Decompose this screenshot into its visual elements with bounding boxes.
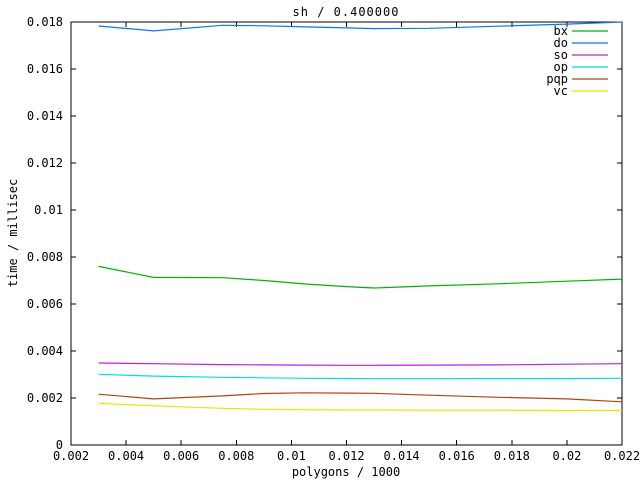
y-tick-label: 0.016 (27, 62, 63, 76)
x-tick-label: 0.004 (108, 449, 144, 463)
y-tick-label: 0.004 (27, 344, 63, 358)
y-tick-label: 0.002 (27, 391, 63, 405)
y-tick-label: 0.014 (27, 109, 63, 123)
x-tick-label: 0.018 (494, 449, 530, 463)
y-axis-label: time / millisec (6, 179, 20, 287)
plot-area: 0.002 0.004 0.006 0.008 0.01 0.012 0.014 0.016 0… (27, 15, 640, 463)
x-tick-label: 0.016 (439, 449, 475, 463)
y-tick-label: 0.008 (27, 250, 63, 264)
y-tick-label: 0.018 (27, 15, 63, 29)
x-tick-label: 0.012 (328, 449, 364, 463)
x-tick-label: 0.006 (163, 449, 199, 463)
series-line-so (98, 362, 623, 366)
legend-label-op: op (554, 60, 568, 74)
x-tick-label: 0.008 (218, 449, 254, 463)
legend-label-vc: vc (554, 84, 568, 98)
legend-label-so: so (554, 48, 568, 62)
series-line-vc (98, 402, 622, 412)
legend-label-pqp: pqp (546, 72, 568, 86)
y-tick-label: 0.012 (27, 156, 63, 170)
series-line-op (98, 373, 623, 380)
chart-title: sh / 0.400000 (293, 5, 400, 19)
y-tick-label: 0.01 (34, 203, 63, 217)
y-tick-label: 0.006 (27, 297, 63, 311)
legend-label-do: do (554, 36, 568, 50)
plot-border (70, 21, 623, 446)
series-line-bx (98, 265, 623, 289)
x-tick-label: 0.022 (604, 449, 640, 463)
x-tick-label: 0.01 (277, 449, 306, 463)
y-tick-label: 0 (56, 438, 63, 452)
x-tick-label: 0.002 (53, 449, 89, 463)
series-line-do (98, 21, 623, 32)
x-tick-label: 0.014 (384, 449, 420, 463)
x-tick-label: 0.02 (552, 449, 581, 463)
legend-label-bx: bx (554, 24, 568, 38)
series-line-pqp (98, 392, 623, 403)
x-axis-label: polygons / 1000 (292, 465, 400, 479)
